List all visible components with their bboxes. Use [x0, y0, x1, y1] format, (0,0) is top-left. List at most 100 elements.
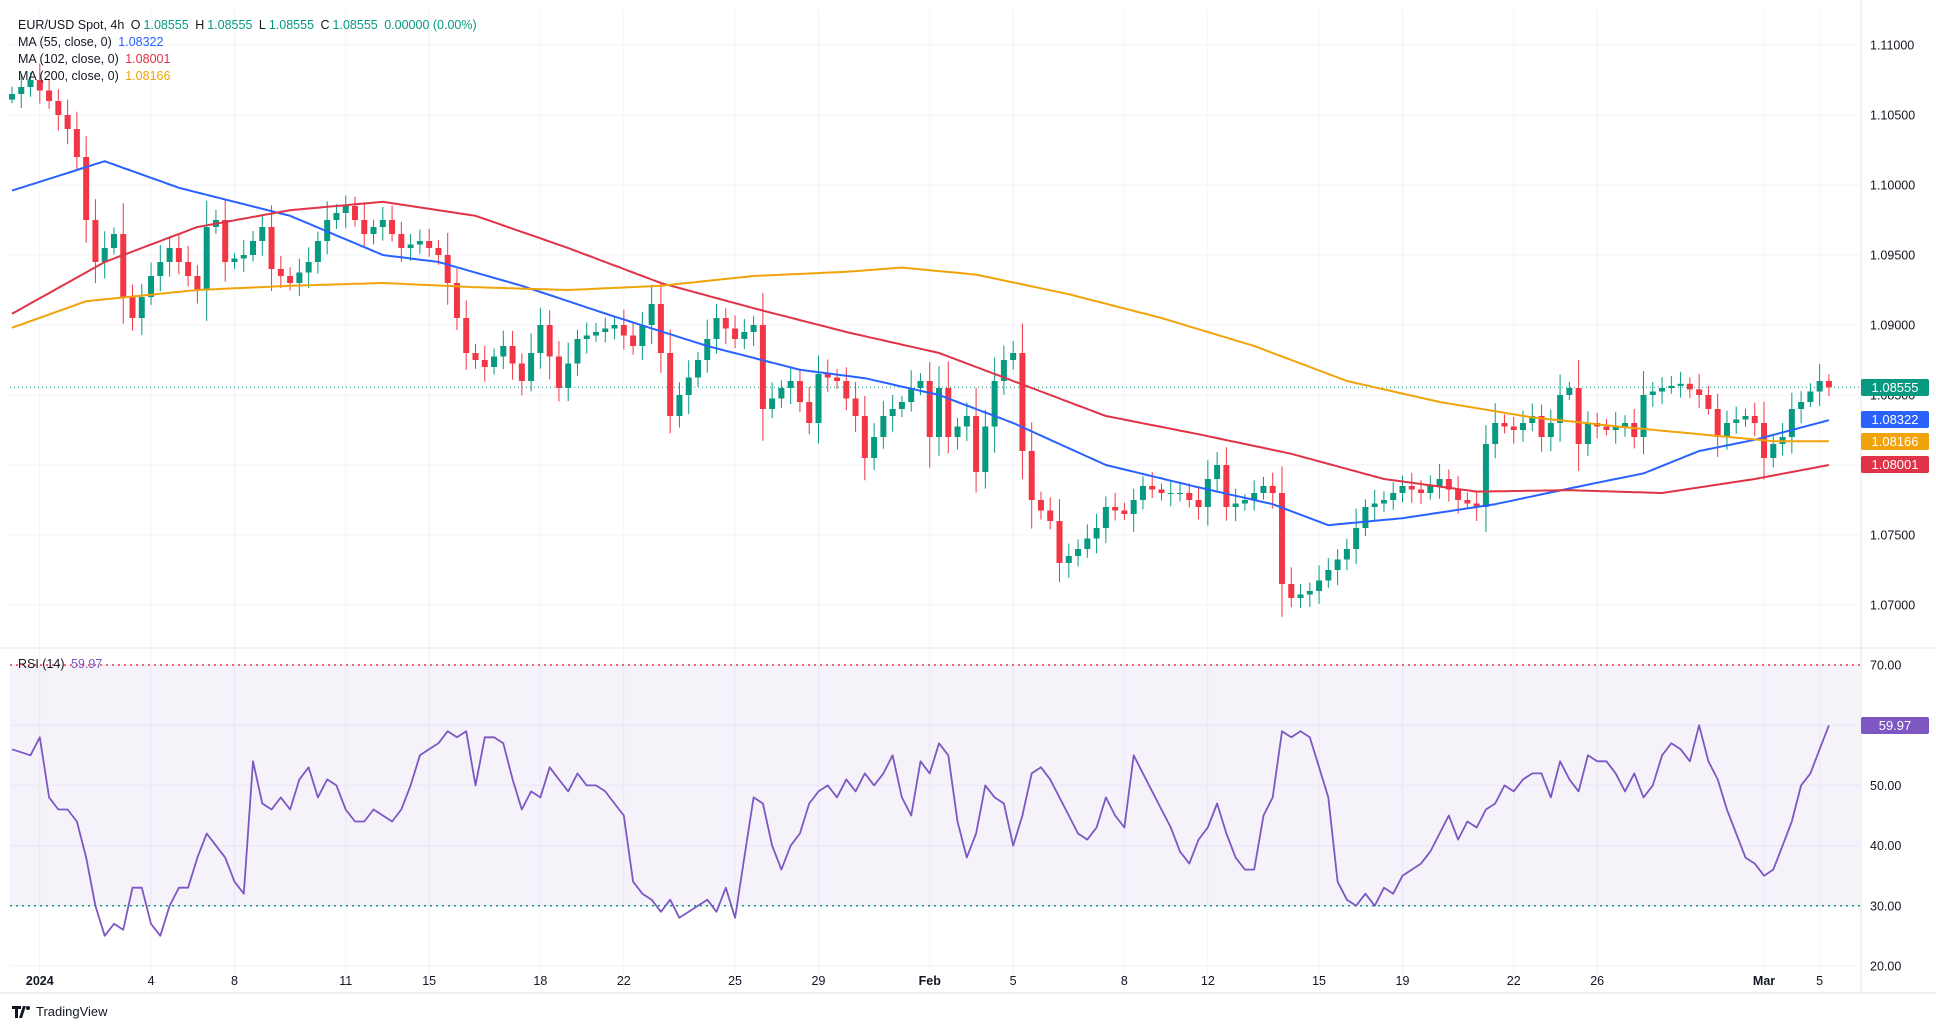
candle-body	[333, 213, 340, 220]
rsi-tick-label: 70.00	[1870, 659, 1901, 673]
price-tick-label: 1.09000	[1870, 319, 1915, 333]
ma55-legend[interactable]: MA (55, close, 0) 1.08322	[18, 35, 166, 49]
candle-body	[583, 335, 590, 339]
candle-body	[491, 356, 498, 367]
rsi-legend[interactable]: RSI (14) 59.97	[18, 657, 105, 671]
candle-body	[528, 353, 535, 381]
candle-body	[1501, 423, 1508, 427]
brand[interactable]: TradingView	[12, 1004, 108, 1019]
rsi-series	[11, 724, 1830, 937]
candle-body	[1075, 549, 1082, 556]
candle-body	[222, 220, 229, 262]
candle-body	[1019, 353, 1026, 451]
candle-body	[1612, 426, 1619, 430]
candle-body	[287, 276, 294, 283]
candle-body	[120, 234, 127, 297]
candle-body	[1028, 451, 1035, 500]
candle-body	[1065, 556, 1072, 563]
candle-body	[1232, 503, 1239, 507]
candle-body	[194, 276, 201, 290]
ma200-legend[interactable]: MA (200, close, 0) 1.08166	[18, 69, 173, 83]
time-tick-label: 5	[1010, 974, 1017, 988]
low-value: 1.08555	[268, 18, 315, 32]
time-tick-label: 15	[1312, 974, 1326, 988]
candle-body	[250, 241, 257, 255]
candle-body	[1770, 444, 1777, 458]
candle-body	[1214, 465, 1221, 479]
candle-body	[1733, 419, 1740, 423]
candle-body	[314, 241, 321, 262]
rsi-tick-label: 40.00	[1870, 839, 1901, 853]
candle-body	[1705, 395, 1712, 409]
symbol-label[interactable]: EUR/USD Spot, 4h	[18, 18, 125, 32]
candle-body	[370, 227, 377, 234]
candle-body	[351, 206, 358, 220]
candle-body	[1316, 580, 1323, 591]
candle-body	[407, 244, 414, 248]
time-tick-label: 29	[812, 974, 826, 988]
candle-body	[1084, 538, 1091, 549]
candle-body	[296, 272, 303, 283]
rsi-tick-label: 30.00	[1870, 899, 1901, 913]
candle-body	[389, 220, 396, 234]
candle-body	[1149, 486, 1156, 490]
high-value: 1.08555	[207, 18, 253, 32]
candle-body	[898, 402, 905, 409]
candle-body	[861, 416, 868, 458]
candle-body	[1037, 500, 1044, 511]
candle-body	[1436, 479, 1443, 486]
candle-body	[732, 328, 739, 339]
candle-body	[546, 325, 553, 357]
rsi-tick-label: 50.00	[1870, 779, 1901, 793]
candle-body	[73, 129, 80, 157]
candle-body	[231, 258, 238, 262]
last-price-tag: 1.08555	[1861, 378, 1929, 396]
candle-body	[908, 388, 915, 402]
candle-body	[620, 325, 627, 336]
candle-body	[1464, 500, 1471, 504]
candle-body	[1482, 444, 1489, 507]
time-tick-label: 2024	[26, 974, 54, 988]
candle-body	[1510, 426, 1517, 430]
candle-body	[1418, 489, 1425, 493]
candle-body	[268, 227, 275, 269]
candle-body	[259, 227, 266, 241]
candle-body	[1807, 391, 1814, 402]
candle-body	[871, 437, 878, 458]
candle-body	[713, 318, 720, 339]
candle-body	[676, 395, 683, 416]
rsi-legend-value: 59.97	[71, 657, 103, 671]
symbol-legend: EUR/USD Spot, 4h O 1.08555 H 1.08555 L 1.08…	[18, 18, 480, 32]
candle-body	[1723, 423, 1730, 437]
candle-body	[1306, 591, 1313, 595]
candle-body	[537, 325, 544, 353]
candle-body	[1566, 388, 1573, 395]
time-tick-label: 26	[1590, 974, 1604, 988]
candle-body	[1343, 549, 1350, 560]
candle-body	[185, 262, 192, 276]
candle-body	[1371, 503, 1378, 507]
candle-body	[1492, 423, 1499, 444]
change-value: 0.00000 (0.00%)	[384, 18, 477, 32]
ma102-legend[interactable]: MA (102, close, 0) 1.08001	[18, 52, 173, 66]
candle-body	[1742, 416, 1749, 420]
rsi-line	[11, 724, 1830, 937]
candle-body	[1251, 493, 1258, 500]
candle-body	[1816, 381, 1823, 392]
time-tick-label: 15	[422, 974, 436, 988]
ma55-value: 1.08322	[118, 35, 164, 49]
candle-body	[1241, 500, 1248, 504]
candle-body	[648, 304, 655, 325]
candle-body	[1677, 383, 1684, 386]
close-value: 1.08555	[332, 18, 378, 32]
candle-body	[1445, 479, 1452, 490]
candle-body	[1130, 500, 1137, 514]
time-axis: 2024 4 8 11 15 18 22 25 29 Feb 5 8 12 15 19 22 26 Mar 5	[26, 974, 1823, 988]
time-tick-label: 12	[1201, 974, 1215, 988]
candle-body	[778, 388, 785, 399]
candle-body	[1798, 402, 1805, 409]
candle-body	[1538, 416, 1545, 437]
time-tick-label: 8	[231, 974, 238, 988]
candle-body	[1288, 584, 1295, 598]
candle-body	[361, 220, 368, 234]
